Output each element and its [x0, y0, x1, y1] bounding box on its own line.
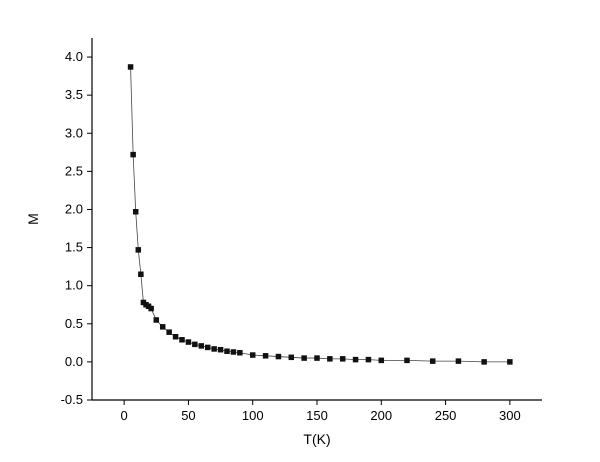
y-tick-label: 4.0	[65, 49, 83, 64]
y-tick-label: 3.0	[65, 125, 83, 140]
data-point-marker	[159, 324, 166, 330]
data-point-marker	[172, 333, 179, 340]
data-point-marker	[301, 355, 307, 361]
y-tick-label: 2.5	[65, 163, 83, 178]
data-point-marker	[237, 349, 243, 356]
data-point-marker	[192, 341, 198, 348]
x-tick-label: 250	[435, 408, 457, 423]
data-point-marker	[130, 151, 136, 158]
data-point-marker	[404, 357, 410, 364]
data-point-marker	[314, 355, 320, 361]
data-point-marker	[230, 349, 237, 355]
x-axis-title: T(K)	[303, 431, 330, 447]
y-tick-label: 3.5	[65, 87, 83, 102]
x-tick-label: 300	[499, 408, 521, 423]
data-point-marker	[352, 356, 359, 363]
y-tick-label: 0.0	[65, 354, 83, 369]
data-point-marker	[135, 247, 142, 253]
y-tick-label: 1.0	[65, 278, 83, 293]
data-point-marker	[179, 337, 185, 343]
data-point-marker	[455, 358, 462, 364]
data-point-marker	[153, 317, 160, 323]
x-tick-label: 50	[181, 408, 195, 423]
data-point-marker	[127, 64, 134, 70]
data-point-marker	[378, 357, 385, 364]
data-point-marker	[481, 359, 487, 365]
x-tick-label: 100	[242, 408, 264, 423]
series-line	[130, 66, 510, 363]
data-point-marker	[262, 353, 269, 359]
x-tick-label: 150	[306, 408, 328, 423]
x-tick-label: 0	[121, 408, 128, 423]
data-point-marker	[249, 352, 256, 358]
data-point-marker	[288, 354, 295, 361]
data-point-marker	[204, 344, 211, 351]
data-point-marker	[327, 356, 333, 362]
y-tick-label: 2.0	[65, 201, 83, 216]
y-tick-label: 0.5	[65, 316, 83, 331]
data-point-marker	[429, 358, 436, 364]
y-tick-label: -0.5	[61, 392, 83, 407]
data-point-marker	[185, 339, 192, 345]
data-point-marker	[217, 346, 224, 353]
data-point-marker	[211, 346, 217, 352]
data-point-marker	[275, 353, 282, 360]
x-tick-label: 200	[370, 408, 392, 423]
data-point-marker	[224, 348, 230, 354]
y-axis-title: M	[25, 213, 41, 225]
y-tick-label: 1.5	[65, 240, 83, 255]
data-point-marker	[507, 359, 513, 365]
data-point-marker	[132, 209, 139, 215]
data-point-marker	[365, 356, 372, 363]
data-point-marker	[166, 329, 172, 335]
data-point-marker	[339, 356, 346, 362]
data-point-marker	[148, 305, 154, 312]
data-point-marker	[198, 343, 205, 349]
data-point-marker	[138, 271, 144, 278]
